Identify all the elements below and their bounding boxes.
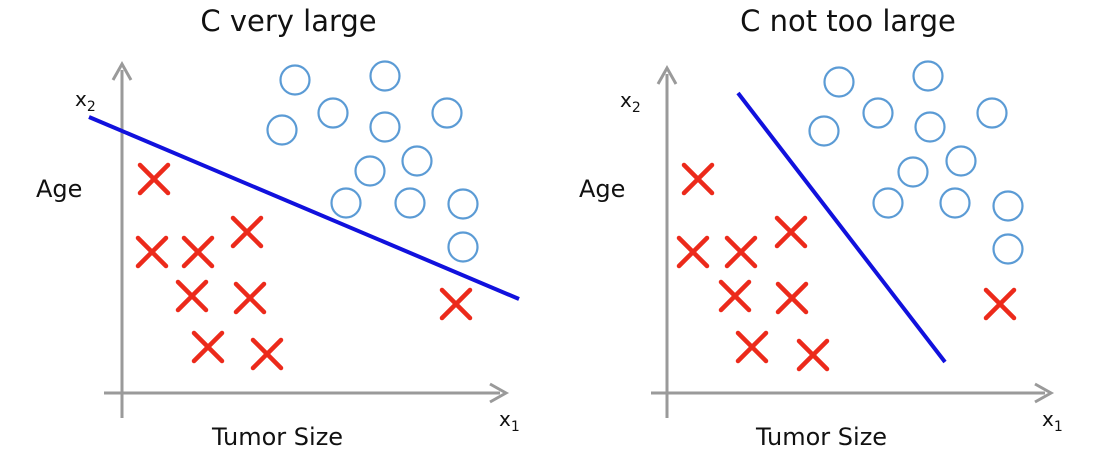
x-axis-arrow-icon xyxy=(489,382,510,404)
positive-example-cross-icon xyxy=(774,215,808,249)
positive-example-cross-icon xyxy=(439,287,473,321)
negative-example-circle-icon xyxy=(914,111,946,143)
negative-example-circle-icon xyxy=(945,145,977,177)
y-axis-label: Age xyxy=(579,175,626,203)
negative-example-circle-icon xyxy=(354,155,386,187)
negative-example-circle-icon xyxy=(862,97,894,129)
y-axis-arrow-icon xyxy=(111,60,133,81)
negative-example-circle-icon xyxy=(808,115,840,147)
positive-example-cross-icon xyxy=(137,162,171,196)
y-axis-symbol: x2 xyxy=(620,88,641,116)
x-axis-symbol: x1 xyxy=(499,407,520,435)
decision-boundary-line xyxy=(736,91,947,364)
plot-area xyxy=(651,60,1055,418)
negative-example-circle-icon xyxy=(823,66,855,98)
negative-example-circle-icon xyxy=(369,60,401,92)
axes xyxy=(104,60,510,418)
negative-example-circle-icon xyxy=(447,231,479,263)
negative-example-circle-icon xyxy=(279,64,311,96)
panel-c-not-too-large: C not too large Age Tumor Size x2 x1 xyxy=(551,0,1103,463)
y-axis-arrow-icon xyxy=(656,64,678,85)
negative-example-circle-icon xyxy=(992,190,1024,222)
negative-example-circle-icon xyxy=(394,187,426,219)
negative-example-circle-icon xyxy=(992,233,1024,265)
positive-example-cross-icon xyxy=(775,281,809,315)
panel-title: C very large xyxy=(200,4,377,38)
positive-example-cross-icon xyxy=(230,215,264,249)
positive-example-cross-icon xyxy=(250,337,284,371)
positive-example-cross-icon xyxy=(191,330,225,364)
negative-example-circle-icon xyxy=(912,60,944,92)
positive-example-cross-icon xyxy=(676,235,710,269)
positive-example-cross-icon xyxy=(983,287,1017,321)
negative-example-circle-icon xyxy=(939,187,971,219)
x-axis-symbol: x1 xyxy=(1042,407,1063,435)
positive-example-cross-icon xyxy=(233,281,267,315)
decision-boundary-line xyxy=(88,115,520,301)
negative-example-circle-icon xyxy=(431,97,463,129)
negative-example-circle-icon xyxy=(330,187,362,219)
positive-example-cross-icon xyxy=(681,162,715,196)
x-axis-arrow-icon xyxy=(1034,382,1055,404)
negative-example-circle-icon xyxy=(317,97,349,129)
negative-example-circle-icon xyxy=(369,111,401,143)
negative-example-circle-icon xyxy=(976,97,1008,129)
positive-example-cross-icon xyxy=(135,235,169,269)
negative-example-circle-icon xyxy=(266,114,298,146)
positive-example-cross-icon xyxy=(796,338,830,372)
x-axis-label: Tumor Size xyxy=(212,423,344,451)
negative-example-circle-icon xyxy=(897,156,929,188)
y-axis-label: Age xyxy=(36,175,83,203)
x-axis-label: Tumor Size xyxy=(756,423,888,451)
panel-title: C not too large xyxy=(740,4,956,38)
positive-example-cross-icon xyxy=(735,330,769,364)
negative-example-circle-icon xyxy=(401,145,433,177)
axes xyxy=(651,64,1055,418)
panel-c-very-large: C very large Age Tumor Size x2 x1 xyxy=(0,0,551,463)
positive-example-cross-icon xyxy=(181,235,215,269)
y-axis-symbol: x2 xyxy=(75,87,96,115)
plot-area xyxy=(88,60,520,418)
negative-example-circle-icon xyxy=(447,188,479,220)
positive-example-cross-icon xyxy=(724,235,758,269)
negative-example-circle-icon xyxy=(872,187,904,219)
positive-example-cross-icon xyxy=(718,279,752,313)
positive-example-cross-icon xyxy=(175,279,209,313)
